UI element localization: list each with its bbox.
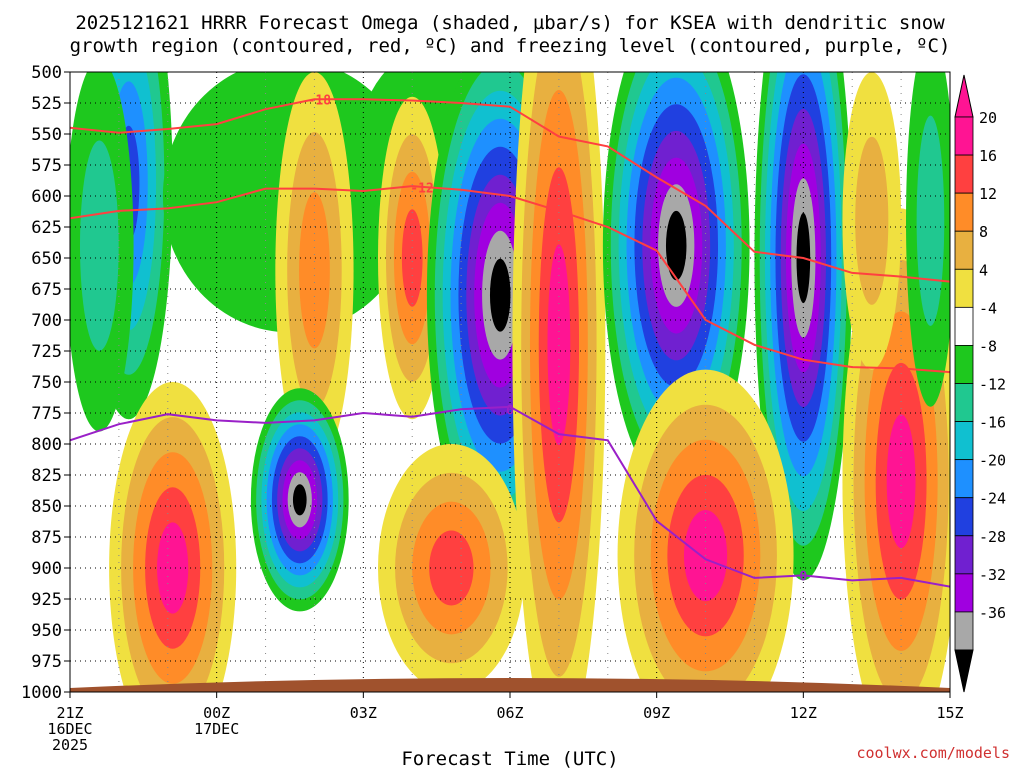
y-tick-label-800: 800	[31, 435, 62, 455]
y-axis: 500 525 550 575 600 625 650 675 700 725 750 775 800 8…	[21, 63, 70, 703]
colorbar-label-4: 4	[979, 261, 988, 279]
chart-title-line1: 2025121621 HRRR Forecast Omega (shaded, …	[75, 12, 945, 34]
omega-cell-4-level-4	[157, 522, 189, 614]
omega-cell-16-level-1	[916, 115, 945, 326]
y-tick-label-925: 925	[31, 590, 62, 610]
omega-cell-14-level-4	[886, 414, 916, 549]
x-axis-title: Forecast Time (UTC)	[401, 748, 618, 768]
colorbar-swatch--12	[954, 383, 974, 422]
y-tick-label-500: 500	[31, 63, 62, 83]
terrain-ground	[70, 678, 950, 692]
y-tick-label-875: 875	[31, 528, 62, 548]
colorbar-swatch--28	[954, 535, 974, 575]
omega-cell-7-level-8	[292, 484, 307, 516]
x-tick-label-09Z-0: 09Z	[643, 704, 670, 722]
omega-cell-5-level-2	[299, 192, 330, 349]
colorbar-swatch--24	[954, 497, 974, 537]
omega-cell-8-level-8	[489, 258, 511, 332]
contour-labels: -18 -12 0 0	[308, 93, 808, 584]
y-tick-label-725: 725	[31, 342, 62, 362]
colorbar: 20 16 12 8 4 -4 -8 -12 -16 -20 -24 -28 -32 -36	[954, 74, 1006, 693]
omega-cell-11-level-8	[665, 210, 687, 281]
y-tick-label-675: 675	[31, 280, 62, 300]
y-tick-label-650: 650	[31, 249, 62, 269]
y-tick-label-775: 775	[31, 404, 62, 424]
y-tick-label-625: 625	[31, 218, 62, 238]
omega-cell-6-level-3	[401, 209, 423, 307]
contour-lines-layer	[70, 98, 950, 588]
y-tick-label-900: 900	[31, 559, 62, 579]
colorbar-label--20: -20	[979, 452, 1006, 470]
colorbar-label-16: 16	[979, 147, 997, 165]
colorbar-bottom-arrow	[954, 649, 974, 693]
colorbar-swatch--20	[954, 459, 974, 499]
y-tick-label-575: 575	[31, 156, 62, 176]
y-tick-label-600: 600	[31, 187, 62, 207]
colorbar-swatch-16	[954, 154, 974, 194]
colorbar-swatch-8	[954, 230, 974, 270]
x-tick-label-12Z-0: 12Z	[790, 704, 817, 722]
y-tick-label-550: 550	[31, 125, 62, 145]
omega-cell-15-level-1	[855, 136, 889, 305]
colorbar-swatch-4	[954, 268, 974, 308]
colorbar-swatch--8	[954, 345, 974, 384]
credit-text: coolwx.com/models	[856, 744, 1010, 762]
x-tick-label-06Z-0: 06Z	[496, 704, 523, 722]
contour-label-1: -12	[410, 181, 433, 196]
contour-line--12	[70, 185, 950, 374]
y-tick-label-825: 825	[31, 466, 62, 486]
contour-label-3: 0	[799, 569, 807, 584]
y-tick-label-700: 700	[31, 311, 62, 331]
y-tick-label-1000: 1000	[21, 683, 62, 703]
colorbar-swatch--36	[954, 611, 974, 651]
omega-shading-layer	[70, 72, 950, 692]
y-tick-label-950: 950	[31, 621, 62, 641]
x-tick-label-21Z-2: 2025	[52, 736, 88, 754]
y-tick-label-975: 975	[31, 652, 62, 672]
x-tick-label-03Z-0: 03Z	[350, 704, 377, 722]
colorbar-label--36: -36	[979, 604, 1006, 622]
colorbar-label-20: 20	[979, 109, 997, 127]
omega-cell-9-level-4	[547, 244, 571, 446]
contour-label-2: 0	[506, 403, 514, 418]
colorbar-swatch--32	[954, 573, 974, 613]
colorbar-label-8: 8	[979, 223, 988, 241]
omega-cell-1-level-1	[79, 140, 119, 351]
colorbar-label--28: -28	[979, 528, 1006, 546]
x-tick-label-21Z-0: 21Z	[56, 704, 83, 722]
colorbar-swatch-12	[954, 192, 974, 232]
omega-cell-10-level-3	[429, 530, 474, 606]
colorbar-swatch--16	[954, 421, 974, 461]
x-tick-label-00Z-1: 17DEC	[194, 720, 239, 738]
contour-line-0	[70, 405, 950, 588]
chart-title-line2: growth region (contoured, red, ºC) and f…	[70, 35, 951, 57]
x-tick-label-15Z-0: 15Z	[936, 704, 963, 722]
colorbar-label--4: -4	[979, 299, 997, 317]
x-tick-label-00Z-0: 00Z	[203, 704, 230, 722]
grid-layer	[70, 72, 950, 692]
plot-area	[70, 72, 950, 692]
colorbar-label--16: -16	[979, 414, 1006, 432]
contour-label-0: -18	[308, 93, 332, 108]
x-tick-label-21Z-1: 16DEC	[47, 720, 92, 738]
contour-line--18	[70, 98, 950, 283]
y-tick-label-750: 750	[31, 373, 62, 393]
colorbar-label--12: -12	[979, 376, 1006, 394]
colorbar-label-12: 12	[979, 185, 997, 203]
colorbar-label--24: -24	[979, 490, 1006, 508]
y-tick-label-525: 525	[31, 94, 62, 114]
colorbar-label--32: -32	[979, 566, 1006, 584]
y-tick-label-850: 850	[31, 497, 62, 517]
colorbar-label--8: -8	[979, 337, 997, 355]
colorbar-swatch--4	[954, 306, 974, 346]
colorbar-swatch-20	[954, 116, 974, 156]
colorbar-top-arrow	[954, 74, 974, 118]
